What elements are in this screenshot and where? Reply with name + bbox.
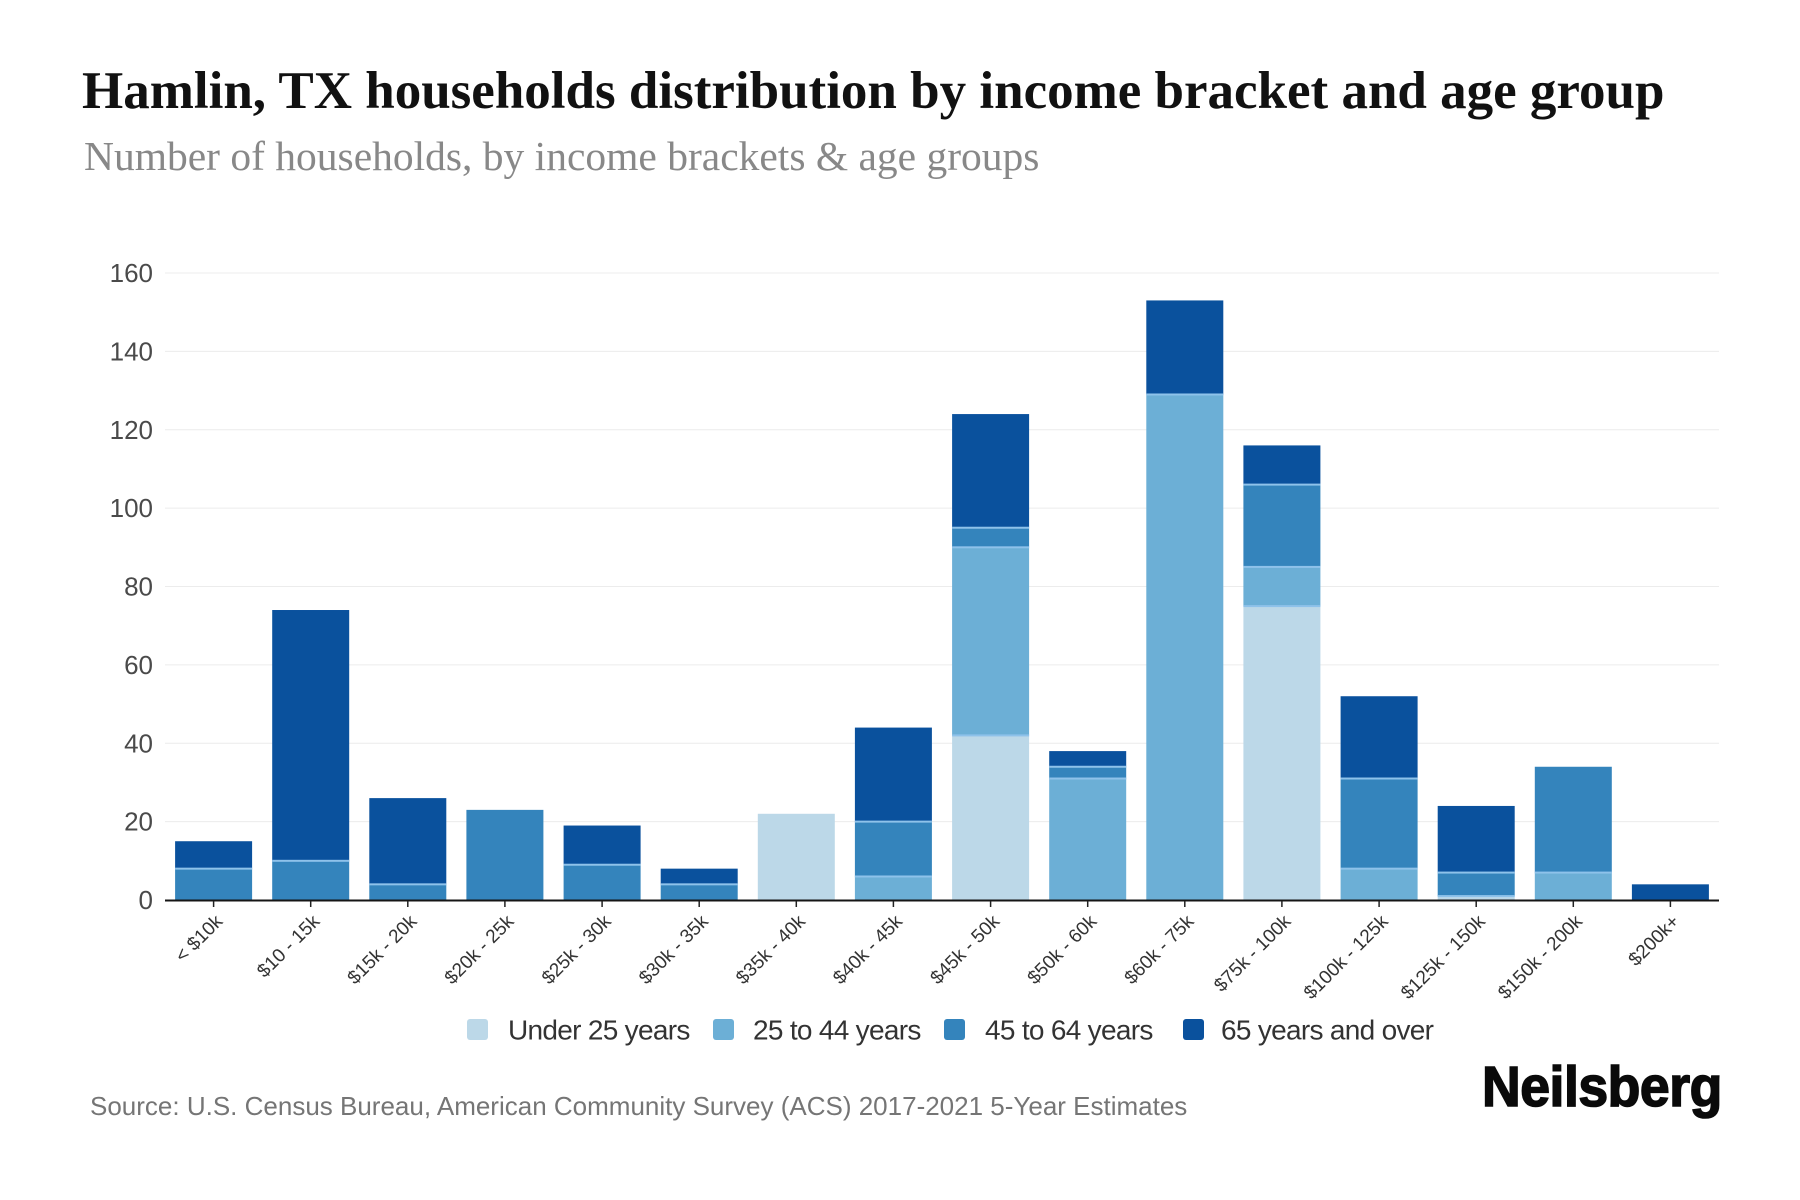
svg-text:120: 120 [110, 415, 153, 445]
svg-text:Source: U.S. Census Bureau, Am: Source: U.S. Census Bureau, American Com… [90, 1091, 1187, 1121]
svg-text:140: 140 [110, 336, 153, 366]
svg-text:25 to 44 years: 25 to 44 years [753, 1015, 921, 1046]
svg-text:Neilsberg: Neilsberg [1482, 1054, 1722, 1118]
svg-text:60: 60 [124, 650, 153, 680]
svg-text:Hamlin, TX households distribu: Hamlin, TX households distribution by in… [82, 62, 1664, 120]
svg-text:45 to 64 years: 45 to 64 years [985, 1015, 1153, 1046]
svg-text:65 years and over: 65 years and over [1221, 1015, 1434, 1046]
svg-text:160: 160 [110, 258, 153, 288]
svg-text:Under 25 years: Under 25 years [508, 1015, 690, 1046]
svg-text:0: 0 [139, 885, 153, 915]
svg-text:20: 20 [124, 807, 153, 837]
svg-text:Number of households, by incom: Number of households, by income brackets… [84, 133, 1039, 179]
svg-text:100: 100 [110, 493, 153, 523]
svg-text:40: 40 [124, 728, 153, 758]
svg-text:80: 80 [124, 572, 153, 602]
